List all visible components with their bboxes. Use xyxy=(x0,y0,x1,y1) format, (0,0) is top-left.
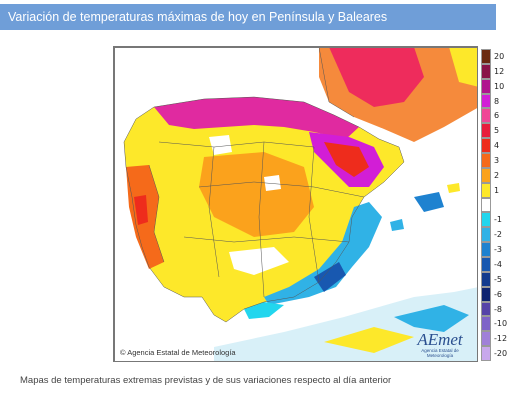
legend-swatch xyxy=(481,167,491,183)
southeast-cool-zone xyxy=(264,202,382,305)
legend-swatch xyxy=(481,49,491,64)
temperature-map[interactable]: © Agencia Estatal de Meteorología AEmet … xyxy=(113,46,478,362)
africa-mild-zone xyxy=(324,327,414,353)
legend-label: -5 xyxy=(494,274,502,284)
africa-region xyxy=(214,287,477,361)
legend-label: -20 xyxy=(494,349,508,359)
no-change-patch-3 xyxy=(229,247,289,275)
legend-swatch xyxy=(481,346,491,361)
mallorca-island xyxy=(414,192,444,212)
logo-agency: Agencia Estatal de Meteorología xyxy=(421,348,459,358)
aemet-logo: AEmet Agencia Estatal de Meteorología xyxy=(411,331,469,358)
legend-label: -10 xyxy=(494,319,508,329)
map-canvas xyxy=(114,47,477,361)
region-borders xyxy=(123,47,405,323)
legend-swatch xyxy=(481,271,491,287)
map-border xyxy=(114,47,477,361)
legend-label: -4 xyxy=(494,259,502,269)
legend-swatch xyxy=(481,286,491,302)
legend-label: -12 xyxy=(494,334,508,344)
legend-label: -6 xyxy=(494,289,502,299)
legend-swatch xyxy=(481,182,491,198)
color-legend: 20 12 10 8 6 5 4 3 2 1 -1 -2 -3 -4 -5 -6 -8 -10 -12 -20 xyxy=(481,49,511,361)
legend-label: 10 xyxy=(494,81,505,91)
legend-swatch xyxy=(481,78,491,94)
portugal-hotter-zone xyxy=(134,195,148,225)
south-cool-zone xyxy=(244,302,284,319)
menorca-island xyxy=(447,183,460,193)
legend-swatch xyxy=(481,242,491,257)
legend-label: 5 xyxy=(494,126,500,136)
legend-swatch xyxy=(481,63,491,79)
legend-swatch xyxy=(481,227,491,243)
legend-swatch xyxy=(481,257,491,272)
legend-label: -3 xyxy=(494,245,502,255)
central-warm-zone xyxy=(199,152,314,237)
legend-swatch xyxy=(481,108,491,124)
southeast-cold-zone xyxy=(314,262,346,292)
north-hot-band xyxy=(154,97,359,139)
legend-swatch xyxy=(481,197,491,213)
legend-label: 6 xyxy=(494,111,500,121)
legend-swatch xyxy=(481,93,491,109)
legend-label: -1 xyxy=(494,215,502,225)
legend-label: 2 xyxy=(494,170,500,180)
legend-label: 1 xyxy=(494,185,500,195)
map-caption: Mapas de temperaturas extremas previstas… xyxy=(20,375,392,386)
legend-label: 12 xyxy=(494,66,505,76)
legend-swatch xyxy=(481,301,491,317)
africa-cool-zone xyxy=(394,305,469,332)
legend-label: 8 xyxy=(494,96,500,106)
no-change-patch-2 xyxy=(264,175,281,191)
legend-label: -8 xyxy=(494,304,502,314)
france-mild-zone xyxy=(449,47,477,87)
legend-swatch xyxy=(481,123,491,139)
no-change-patch-1 xyxy=(209,135,232,155)
legend-swatch xyxy=(481,138,491,153)
legend-label: 20 xyxy=(494,51,505,61)
map-copyright: © Agencia Estatal de Meteorología xyxy=(120,348,236,357)
france-hot-zone xyxy=(329,47,424,107)
ibiza-island xyxy=(390,219,404,231)
legend-swatch xyxy=(481,212,491,228)
legend-swatch xyxy=(481,331,491,347)
legend-swatch xyxy=(481,316,491,332)
ebro-core-zone xyxy=(324,142,369,177)
legend-label: -2 xyxy=(494,230,502,240)
logo-brand: AEmet xyxy=(417,330,463,349)
legend-swatch xyxy=(481,153,491,168)
legend-label: 3 xyxy=(494,155,500,165)
page-title: Variación de temperaturas máximas de hoy… xyxy=(0,4,496,30)
legend-label: 4 xyxy=(494,141,500,151)
